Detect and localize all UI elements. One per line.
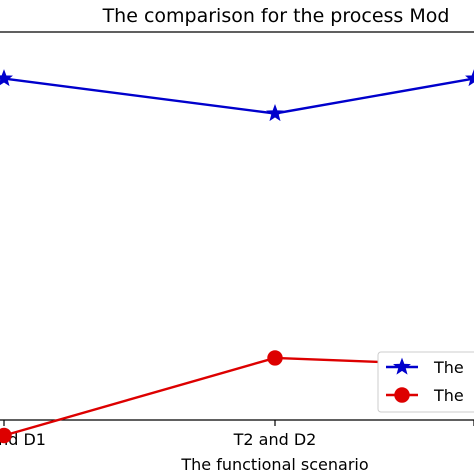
legend-entry: The bbox=[386, 357, 464, 377]
chart-title: The comparison for the process Mod bbox=[102, 5, 450, 27]
legend-entries: The The bbox=[386, 357, 464, 405]
x-axis-ticks: nd D1 T2 and D2 bbox=[0, 420, 474, 449]
x-axis-label: The functional scenario bbox=[180, 455, 368, 474]
legend-marker bbox=[394, 387, 410, 403]
data-point bbox=[465, 69, 474, 87]
data-point bbox=[0, 427, 12, 444]
data-point bbox=[0, 69, 13, 87]
series-line bbox=[3, 77, 474, 115]
data-point bbox=[266, 104, 284, 122]
legend-label: The bbox=[433, 386, 464, 405]
series-1 bbox=[0, 69, 474, 122]
data-point bbox=[267, 350, 283, 366]
legend-entry: The bbox=[386, 386, 464, 405]
legend: The The bbox=[377, 351, 474, 413]
legend-marker bbox=[393, 357, 411, 375]
legend-label: The bbox=[433, 358, 464, 377]
x-tick-label: T2 and D2 bbox=[233, 430, 317, 449]
